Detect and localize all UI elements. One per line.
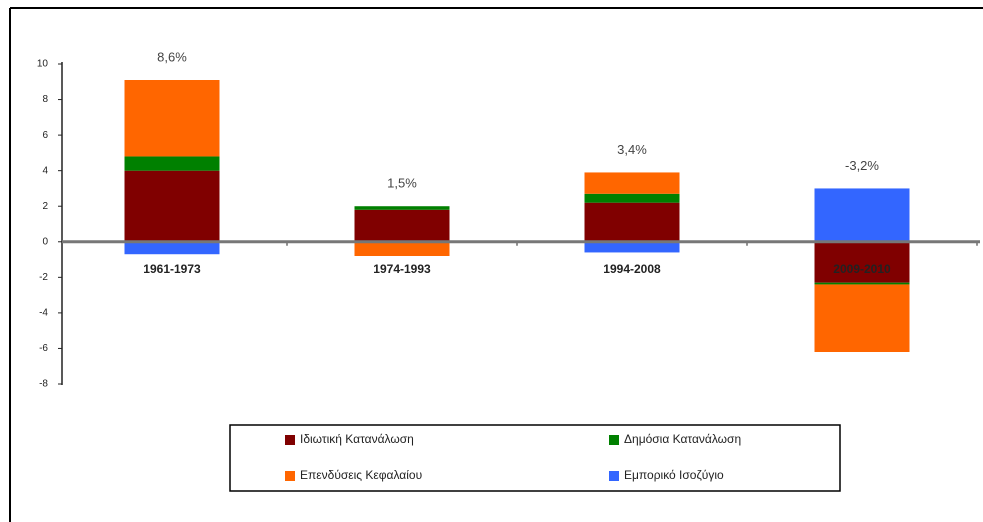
x-tick-label: 1994-2008 (603, 262, 661, 276)
legend-box (229, 424, 841, 492)
y-tick-label: -6 (39, 343, 48, 354)
legend-swatch (285, 435, 295, 445)
bar-segment (584, 172, 680, 194)
x-tick-label: 1961-1973 (143, 262, 201, 276)
y-tick-label: -8 (39, 379, 48, 390)
y-tick-label: -4 (39, 308, 48, 319)
x-tick-label: 2009-2010 (833, 262, 891, 276)
total-label: -3,2% (845, 158, 879, 173)
legend-swatch (609, 435, 619, 445)
bar-segment (354, 241, 450, 256)
bar-segment (354, 206, 450, 210)
total-label: 3,4% (617, 142, 647, 157)
y-tick-label: 10 (37, 59, 49, 70)
bar-segment (124, 156, 220, 171)
bar-segment (814, 241, 910, 283)
legend-label: Δημόσια Κατανάλωση (624, 432, 741, 446)
y-tick-label: 8 (42, 94, 48, 105)
y-tick-label: 0 (42, 236, 48, 247)
bar-segment (814, 284, 910, 352)
legend-swatch (609, 471, 619, 481)
total-label: 1,5% (387, 176, 417, 191)
legend-label: Εμπορικό Ισοζύγιο (624, 468, 724, 482)
bar-segment (584, 193, 680, 203)
total-label: 8,6% (157, 49, 187, 64)
bar-segment (584, 202, 680, 242)
x-tick-label: 1974-1993 (373, 262, 431, 276)
legend-swatch (285, 471, 295, 481)
legend-label: Επενδύσεις Κεφαλαίου (300, 468, 422, 482)
bar-segment (124, 170, 220, 242)
bar-segment (814, 188, 910, 242)
bar-segment (814, 282, 910, 285)
y-tick-label: 4 (42, 165, 48, 176)
y-tick-label: 6 (42, 130, 48, 141)
bar-segment (124, 80, 220, 157)
bar-segment (354, 209, 450, 242)
bar-segment (124, 241, 220, 255)
bar-segment (584, 241, 680, 253)
legend-label: Ιδιωτική Κατανάλωση (300, 432, 414, 446)
y-tick-label: -2 (39, 272, 48, 283)
y-tick-label: 2 (42, 201, 48, 212)
